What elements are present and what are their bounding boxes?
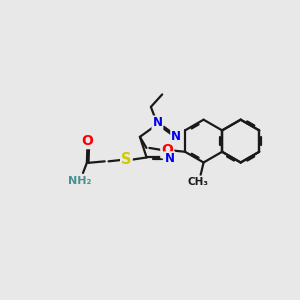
Text: CH₃: CH₃ bbox=[188, 176, 209, 187]
Text: O: O bbox=[82, 134, 93, 148]
Text: N: N bbox=[164, 152, 175, 165]
Text: O: O bbox=[161, 143, 173, 157]
Text: N: N bbox=[152, 116, 162, 130]
Text: NH₂: NH₂ bbox=[68, 176, 92, 186]
Text: N: N bbox=[171, 130, 181, 143]
Text: S: S bbox=[121, 152, 132, 167]
